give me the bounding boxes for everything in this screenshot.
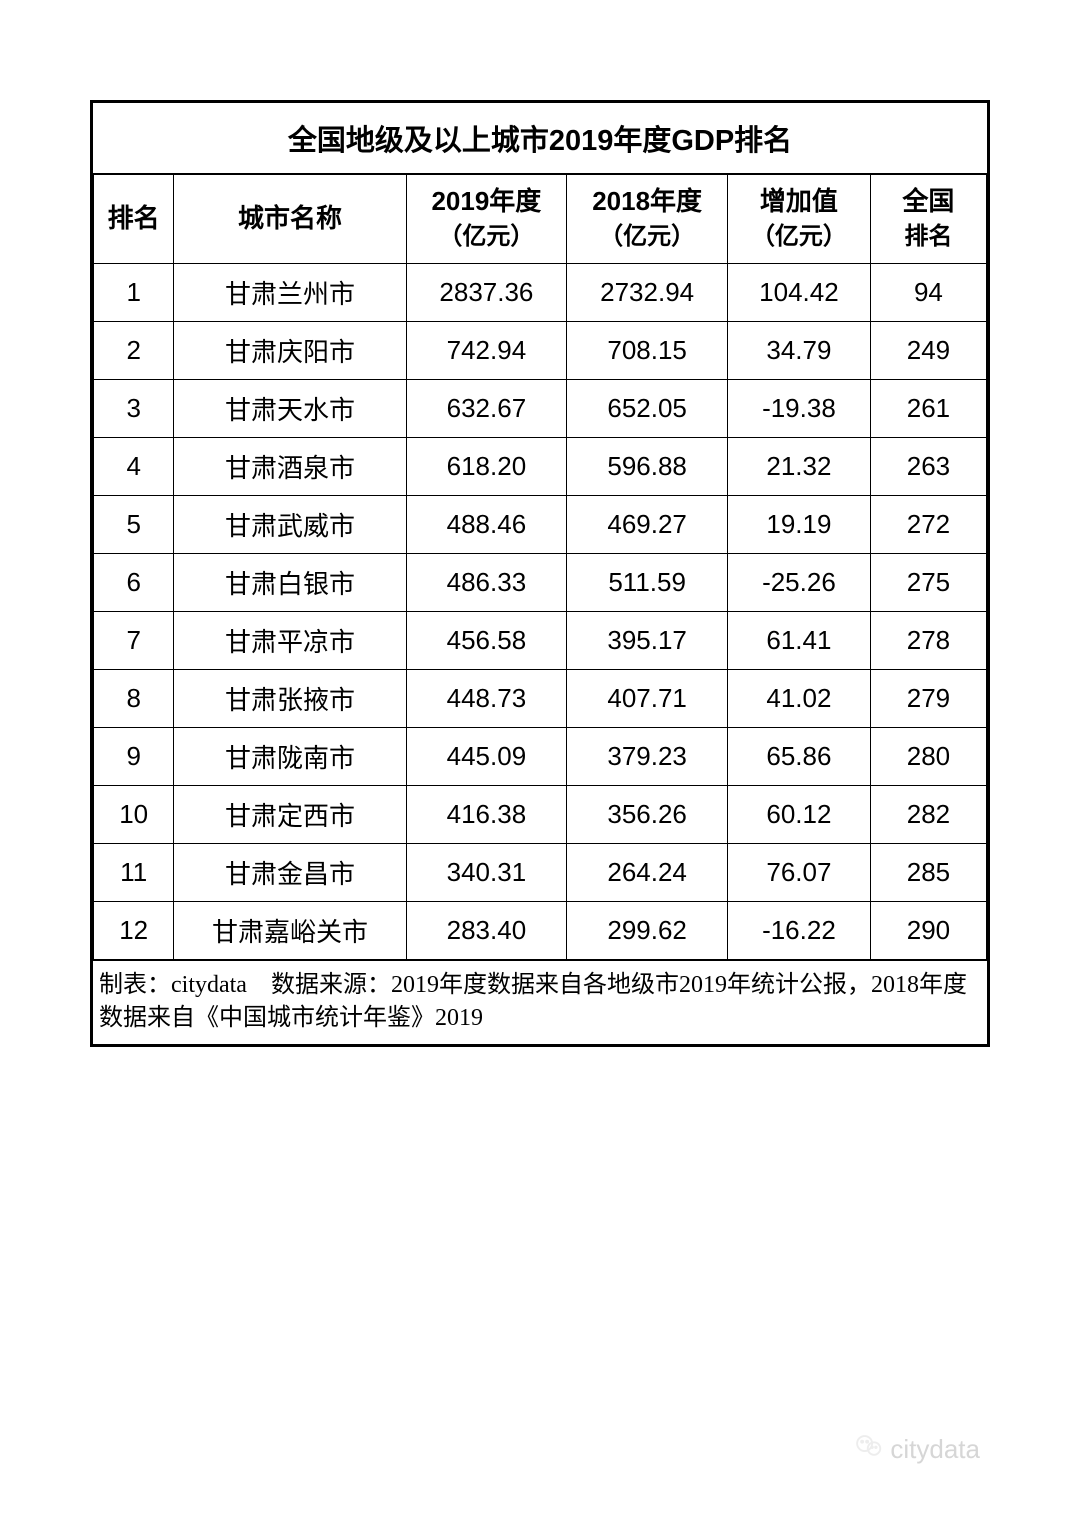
cell-rank: 7 — [94, 611, 174, 669]
cell-rank: 9 — [94, 727, 174, 785]
table-row: 3甘肃天水市632.67652.05-19.38261 — [94, 379, 987, 437]
cell-2019: 283.40 — [406, 901, 567, 959]
cell-city: 甘肃定西市 — [174, 785, 406, 843]
cell-city: 甘肃陇南市 — [174, 727, 406, 785]
cell-2019: 618.20 — [406, 437, 567, 495]
cell-city: 甘肃嘉峪关市 — [174, 901, 406, 959]
cell-delta: 65.86 — [728, 727, 871, 785]
table-title: 全国地级及以上城市2019年度GDP排名 — [93, 103, 987, 174]
cell-delta: 19.19 — [728, 495, 871, 553]
watermark: citydata — [854, 1431, 980, 1468]
cell-2019: 486.33 — [406, 553, 567, 611]
cell-2018: 596.88 — [567, 437, 728, 495]
cell-delta: 76.07 — [728, 843, 871, 901]
cell-2019: 2837.36 — [406, 263, 567, 321]
cell-2019: 632.67 — [406, 379, 567, 437]
cell-national-rank: 263 — [870, 437, 986, 495]
cell-rank: 12 — [94, 901, 174, 959]
cell-delta: 34.79 — [728, 321, 871, 379]
cell-national-rank: 285 — [870, 843, 986, 901]
cell-delta: 60.12 — [728, 785, 871, 843]
cell-rank: 2 — [94, 321, 174, 379]
cell-city: 甘肃平凉市 — [174, 611, 406, 669]
cell-rank: 8 — [94, 669, 174, 727]
table-footer: 制表：citydata 数据来源：2019年度数据来自各地级市2019年统计公报… — [93, 960, 987, 1044]
cell-rank: 5 — [94, 495, 174, 553]
cell-delta: 21.32 — [728, 437, 871, 495]
cell-2018: 407.71 — [567, 669, 728, 727]
cell-rank: 1 — [94, 263, 174, 321]
cell-2018: 395.17 — [567, 611, 728, 669]
table-body: 1甘肃兰州市2837.362732.94104.42942甘肃庆阳市742.94… — [94, 263, 987, 959]
watermark-text: citydata — [890, 1434, 980, 1465]
cell-delta: 61.41 — [728, 611, 871, 669]
table-row: 1甘肃兰州市2837.362732.94104.4294 — [94, 263, 987, 321]
col-header-rank: 排名 — [94, 175, 174, 264]
table-header-row: 排名 城市名称 2019年度（亿元） 2018年度（亿元） 增加值（亿元） 全国… — [94, 175, 987, 264]
cell-rank: 10 — [94, 785, 174, 843]
col-header-national-rank: 全国排名 — [870, 175, 986, 264]
cell-rank: 11 — [94, 843, 174, 901]
cell-city: 甘肃兰州市 — [174, 263, 406, 321]
cell-2019: 416.38 — [406, 785, 567, 843]
cell-2018: 264.24 — [567, 843, 728, 901]
cell-delta: -25.26 — [728, 553, 871, 611]
cell-delta: 41.02 — [728, 669, 871, 727]
cell-national-rank: 249 — [870, 321, 986, 379]
cell-rank: 6 — [94, 553, 174, 611]
cell-national-rank: 278 — [870, 611, 986, 669]
cell-national-rank: 280 — [870, 727, 986, 785]
cell-delta: 104.42 — [728, 263, 871, 321]
table-row: 12甘肃嘉峪关市283.40299.62-16.22290 — [94, 901, 987, 959]
cell-2018: 299.62 — [567, 901, 728, 959]
cell-2018: 2732.94 — [567, 263, 728, 321]
cell-city: 甘肃庆阳市 — [174, 321, 406, 379]
gdp-table-container: 全国地级及以上城市2019年度GDP排名 排名 城市名称 2019年度（亿元） … — [90, 100, 990, 1047]
table-row: 2甘肃庆阳市742.94708.1534.79249 — [94, 321, 987, 379]
cell-2019: 448.73 — [406, 669, 567, 727]
cell-national-rank: 282 — [870, 785, 986, 843]
col-header-2018: 2018年度（亿元） — [567, 175, 728, 264]
cell-national-rank: 94 — [870, 263, 986, 321]
col-header-city: 城市名称 — [174, 175, 406, 264]
cell-2019: 488.46 — [406, 495, 567, 553]
gdp-table: 排名 城市名称 2019年度（亿元） 2018年度（亿元） 增加值（亿元） 全国… — [93, 174, 987, 960]
table-row: 9甘肃陇南市445.09379.2365.86280 — [94, 727, 987, 785]
cell-city: 甘肃武威市 — [174, 495, 406, 553]
table-row: 11甘肃金昌市340.31264.2476.07285 — [94, 843, 987, 901]
cell-rank: 3 — [94, 379, 174, 437]
cell-delta: -19.38 — [728, 379, 871, 437]
cell-national-rank: 279 — [870, 669, 986, 727]
col-header-delta: 增加值（亿元） — [728, 175, 871, 264]
cell-city: 甘肃张掖市 — [174, 669, 406, 727]
cell-national-rank: 272 — [870, 495, 986, 553]
cell-2019: 456.58 — [406, 611, 567, 669]
cell-national-rank: 290 — [870, 901, 986, 959]
table-row: 7甘肃平凉市456.58395.1761.41278 — [94, 611, 987, 669]
cell-city: 甘肃酒泉市 — [174, 437, 406, 495]
cell-city: 甘肃金昌市 — [174, 843, 406, 901]
cell-2018: 511.59 — [567, 553, 728, 611]
cell-2018: 708.15 — [567, 321, 728, 379]
cell-delta: -16.22 — [728, 901, 871, 959]
cell-city: 甘肃白银市 — [174, 553, 406, 611]
cell-city: 甘肃天水市 — [174, 379, 406, 437]
cell-national-rank: 261 — [870, 379, 986, 437]
table-row: 4甘肃酒泉市618.20596.8821.32263 — [94, 437, 987, 495]
table-row: 6甘肃白银市486.33511.59-25.26275 — [94, 553, 987, 611]
table-row: 5甘肃武威市488.46469.2719.19272 — [94, 495, 987, 553]
cell-2019: 445.09 — [406, 727, 567, 785]
cell-2018: 652.05 — [567, 379, 728, 437]
cell-rank: 4 — [94, 437, 174, 495]
table-row: 8甘肃张掖市448.73407.7141.02279 — [94, 669, 987, 727]
cell-national-rank: 275 — [870, 553, 986, 611]
cell-2018: 469.27 — [567, 495, 728, 553]
col-header-2019: 2019年度（亿元） — [406, 175, 567, 264]
cell-2019: 340.31 — [406, 843, 567, 901]
wechat-icon — [854, 1431, 884, 1468]
cell-2018: 356.26 — [567, 785, 728, 843]
table-row: 10甘肃定西市416.38356.2660.12282 — [94, 785, 987, 843]
cell-2018: 379.23 — [567, 727, 728, 785]
cell-2019: 742.94 — [406, 321, 567, 379]
